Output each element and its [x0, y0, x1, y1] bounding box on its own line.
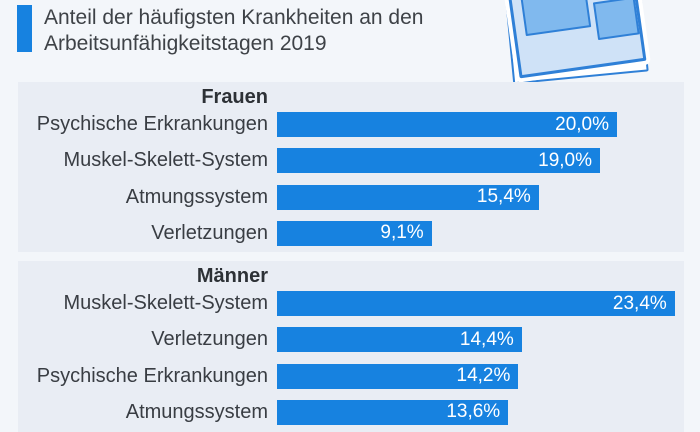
group-header-maenner: Männer — [196, 265, 268, 287]
bar-value-label: 14,4% — [459, 328, 514, 350]
bar-value-label: 23,4% — [612, 292, 667, 314]
bar-row: Verletzungen 14,4% — [18, 327, 684, 353]
bar-row: Muskel-Skelett-System 19,0% — [18, 148, 684, 174]
bar-value-label: 9,1% — [380, 222, 424, 244]
bar-value-label: 15,4% — [476, 186, 531, 208]
bar-row: Psychische Erkrankungen 14,2% — [18, 363, 684, 389]
category-label: Atmungssystem — [125, 185, 268, 208]
bar-row: Psychische Erkrankungen 20,0% — [18, 112, 684, 137]
bar-row: Verletzungen 9,1% — [18, 220, 684, 246]
bar-maenner-verletzungen: 14,4% — [277, 327, 522, 353]
bar-value-label: 19,0% — [538, 149, 592, 171]
bar-value-label: 13,6% — [446, 401, 501, 423]
chart-title: Anteil der häufigsten Krankheiten an den… — [44, 6, 424, 55]
newspaper-block-large — [518, 0, 592, 37]
group-header-frauen: Frauen — [201, 86, 268, 108]
bar-value-label: 14,2% — [456, 365, 511, 387]
category-label: Muskel-Skelett-System — [63, 292, 269, 314]
bar-frauen-verletzungen: 9,1% — [277, 220, 432, 246]
bar-maenner-psychische-erkrankungen: 14,2% — [277, 363, 519, 389]
bar-row: Muskel-Skelett-System 23,4% — [18, 291, 684, 316]
group-section-maenner: Männer Muskel-Skelett-System 23,4% Verle… — [18, 261, 684, 432]
group-section-frauen: Frauen Psychische Erkrankungen 20,0% Mus… — [18, 82, 684, 252]
newspaper-block-mid-right — [592, 0, 640, 41]
category-label: Verletzungen — [151, 221, 268, 244]
bar-frauen-psychische-erkrankungen: 20,0% — [277, 112, 617, 137]
bar-row: Atmungssystem 13,6% — [18, 399, 684, 425]
bar-frauen-atmungssystem: 15,4% — [277, 184, 539, 210]
bar-maenner-muskel-skelett-system: 23,4% — [277, 291, 675, 316]
category-label: Psychische Erkrankungen — [36, 364, 268, 387]
bar-row: Atmungssystem 15,4% — [18, 184, 684, 210]
category-label: Psychische Erkrankungen — [36, 113, 268, 135]
infographic-newspaper-icon — [503, 0, 649, 85]
title-accent-bar — [17, 5, 32, 52]
bar-value-label: 20,0% — [555, 113, 609, 135]
bar-frauen-muskel-skelett-system: 19,0% — [277, 148, 600, 174]
category-label: Atmungssystem — [125, 400, 268, 423]
bar-maenner-atmungssystem: 13,6% — [277, 399, 509, 425]
category-label: Verletzungen — [151, 328, 268, 351]
category-label: Muskel-Skelett-System — [63, 149, 269, 172]
